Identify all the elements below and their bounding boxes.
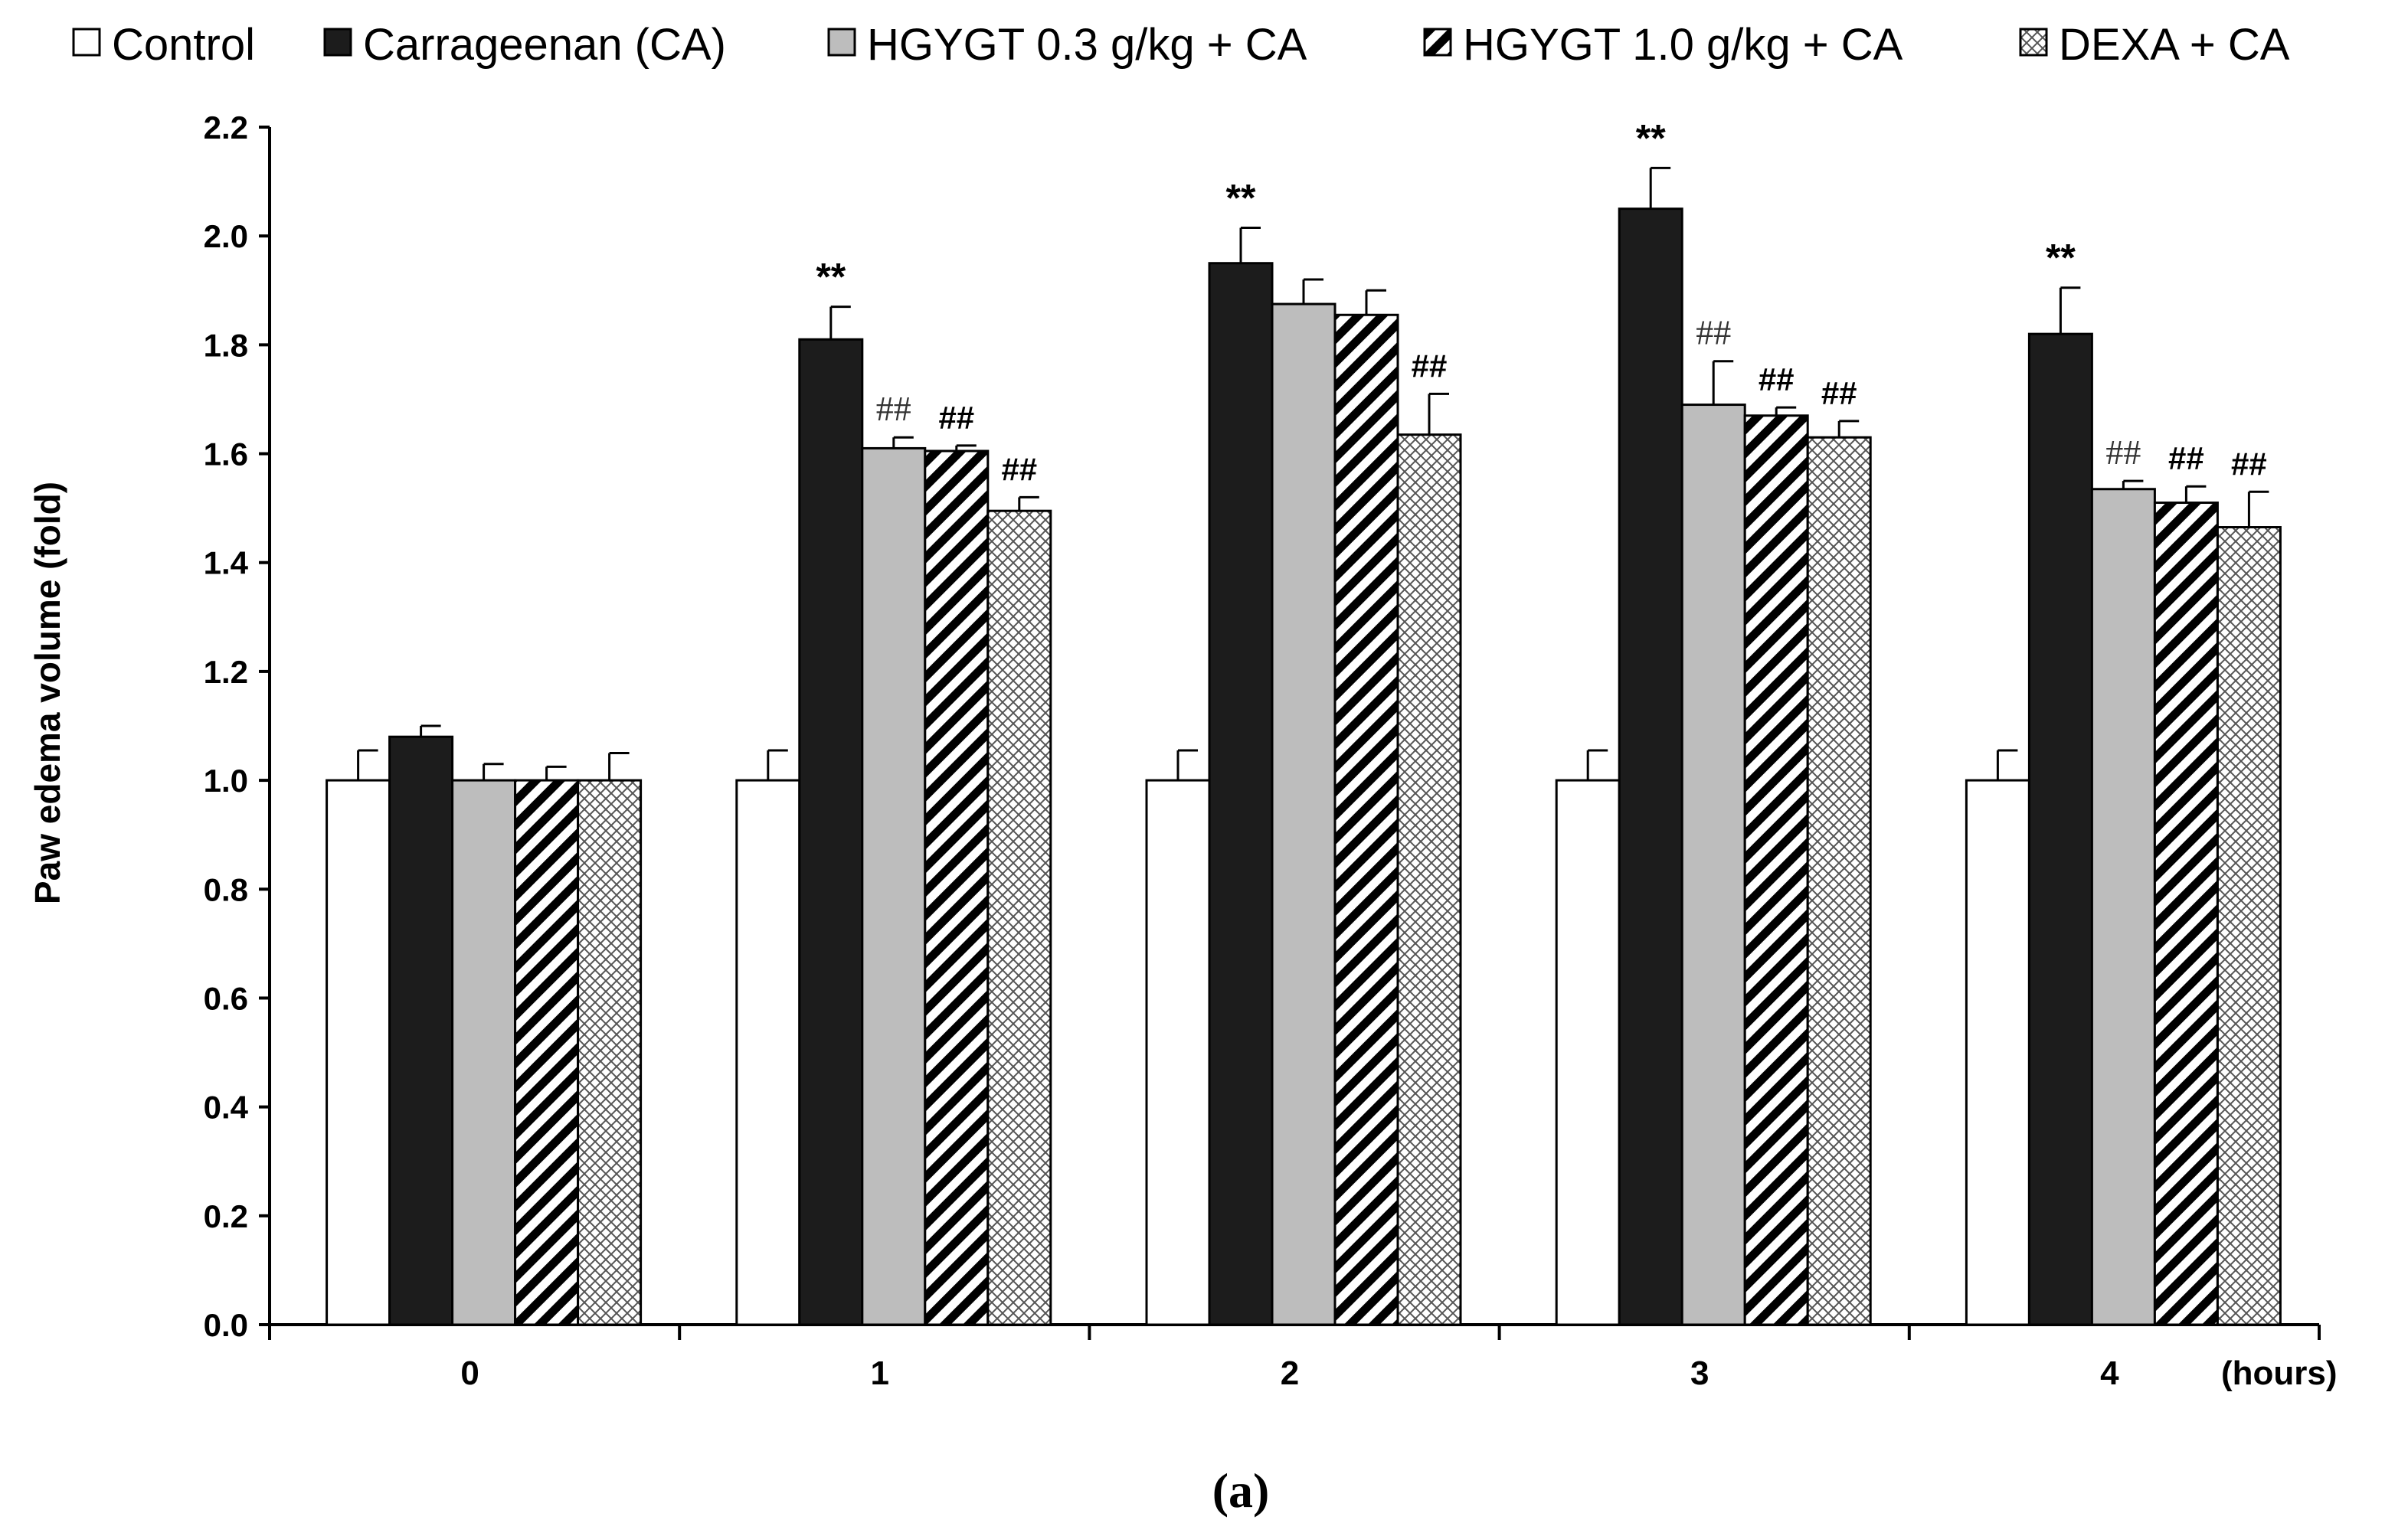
bar xyxy=(577,779,643,1326)
x-tick-label: 1 xyxy=(871,1355,889,1392)
significance-label: ** xyxy=(1636,116,1666,159)
significance-label: ## xyxy=(2231,446,2267,482)
figure-caption: (a) xyxy=(1212,1463,1270,1518)
legend-swatch-hgygt-03 xyxy=(827,28,856,57)
significance-label: ## xyxy=(1412,348,1448,384)
y-tick-label: 0.4 xyxy=(204,1090,249,1126)
legend-swatch-dexa xyxy=(2019,28,2048,57)
y-axis: 0.0 0.2 0.4 0.6 0.8 1.0 1.2 1.4 1.6 1.8 2.0 2.2 xyxy=(204,109,271,1343)
legend-label-control: Control xyxy=(112,20,255,70)
bar xyxy=(1680,404,1746,1326)
bar xyxy=(986,509,1052,1326)
bar xyxy=(798,338,864,1326)
legend-label-dexa: DEXA + CA xyxy=(2059,20,2290,70)
x-axis-unit-label: (hours) xyxy=(2221,1355,2338,1392)
significance-label: ## xyxy=(938,400,974,436)
bar xyxy=(1618,208,1683,1326)
legend-swatch-control xyxy=(72,28,101,57)
bar xyxy=(861,446,927,1326)
legend-item-dexa: DEXA + CA xyxy=(2019,20,2290,70)
significance-label: ** xyxy=(2046,237,2076,279)
significance-label: ## xyxy=(2105,433,2141,472)
legend-label-hgygt-03: HGYGT 0.3 g/kg + CA xyxy=(867,20,1307,70)
bar xyxy=(735,779,801,1326)
bar xyxy=(2027,332,2093,1326)
legend-item-control: Control xyxy=(72,20,255,70)
y-tick-label: 2.2 xyxy=(204,109,248,145)
bar xyxy=(1396,433,1462,1326)
y-axis-label: Paw edema volume (fold) xyxy=(28,482,67,904)
significance-label: ** xyxy=(816,256,846,299)
x-tick-label: 3 xyxy=(1690,1355,1709,1392)
bar xyxy=(2090,488,2156,1326)
legend-label-hgygt-10: HGYGT 1.0 g/kg + CA xyxy=(1463,20,1903,70)
bar xyxy=(388,735,454,1326)
bar xyxy=(514,779,580,1326)
bar xyxy=(2153,502,2219,1326)
bar xyxy=(1743,414,1809,1326)
y-tick-label: 1.8 xyxy=(204,327,248,363)
legend-item-hgygt-10: HGYGT 1.0 g/kg + CA xyxy=(1423,20,1903,70)
bar xyxy=(1806,436,1872,1326)
significance-label: ## xyxy=(1821,375,1857,411)
legend-label-carrageenan: Carrageenan (CA) xyxy=(363,20,726,70)
y-tick-label: 1.0 xyxy=(204,763,248,799)
bar xyxy=(1145,779,1211,1326)
y-tick-label: 0.0 xyxy=(204,1307,248,1343)
significance-label: ## xyxy=(1001,451,1037,487)
x-tick-label: 0 xyxy=(460,1355,479,1392)
legend-item-carrageenan: Carrageenan (CA) xyxy=(323,20,726,70)
bar xyxy=(1271,302,1337,1326)
y-tick-label: 0.6 xyxy=(204,980,248,1016)
bar xyxy=(1965,779,2030,1326)
y-tick-label: 2.0 xyxy=(204,218,248,254)
legend-item-hgygt-03: HGYGT 0.3 g/kg + CA xyxy=(827,20,1307,70)
bar xyxy=(1555,779,1621,1326)
y-tick-label: 1.2 xyxy=(204,654,248,690)
y-tick-label: 1.6 xyxy=(204,436,248,472)
x-tick-label: 4 xyxy=(2100,1355,2119,1392)
y-tick-label: 0.2 xyxy=(204,1198,248,1234)
legend: Control Carrageenan (CA) HGYGT 0.3 g/kg … xyxy=(72,20,2290,70)
y-tick-label: 1.4 xyxy=(204,545,249,581)
significance-label: ## xyxy=(2168,440,2204,476)
significance-label: ## xyxy=(1759,361,1795,397)
x-axis: 0 1 2 3 4 xyxy=(268,1323,2321,1392)
bar xyxy=(2216,526,2282,1326)
bar xyxy=(924,449,990,1326)
bar xyxy=(451,779,517,1326)
bar xyxy=(326,779,391,1326)
significance-label: ## xyxy=(876,389,911,428)
plot-area: ** ## ## ## ** ## ** ## ## ## ** ## ## ## xyxy=(326,116,2282,1326)
significance-label: ## xyxy=(1696,313,1731,352)
bar xyxy=(1208,262,1274,1326)
legend-swatch-hgygt-10 xyxy=(1423,28,1452,57)
y-tick-label: 0.8 xyxy=(204,871,248,907)
x-tick-label: 2 xyxy=(1281,1355,1299,1392)
bar xyxy=(1333,313,1399,1326)
legend-swatch-carrageenan xyxy=(323,28,352,57)
significance-label: ** xyxy=(1226,177,1256,220)
